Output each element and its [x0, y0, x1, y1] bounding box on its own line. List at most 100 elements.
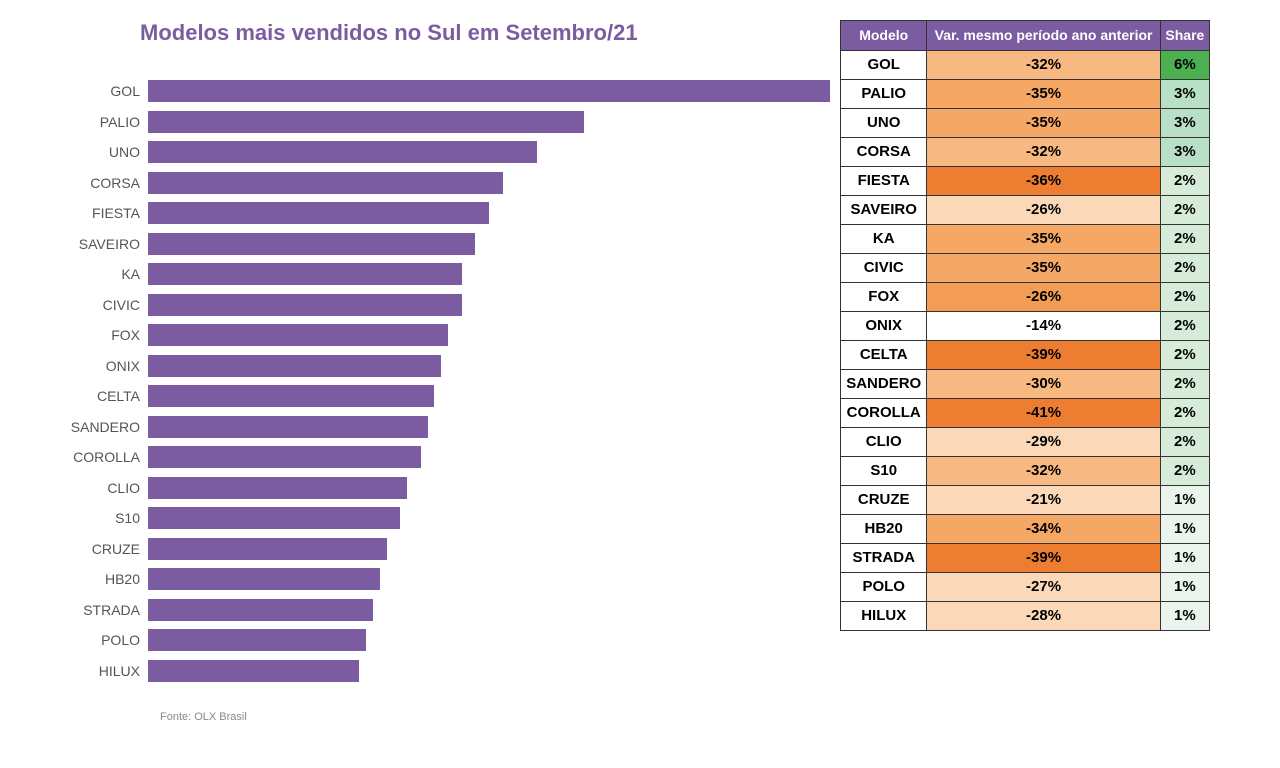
- bar-track: [148, 320, 830, 351]
- bar-track: [148, 534, 830, 565]
- bar: [148, 233, 475, 255]
- cell-model: STRADA: [841, 543, 927, 572]
- bar-row: HB20: [30, 564, 830, 595]
- table-row: CIVIC-35%2%: [841, 253, 1210, 282]
- bar-track: [148, 381, 830, 412]
- bar-label: SAVEIRO: [30, 236, 148, 252]
- bar-row: UNO: [30, 137, 830, 168]
- bar: [148, 141, 537, 163]
- cell-model: ONIX: [841, 311, 927, 340]
- bar-label: S10: [30, 510, 148, 526]
- bar-label: SANDERO: [30, 419, 148, 435]
- bar: [148, 263, 462, 285]
- bar-label: CIVIC: [30, 297, 148, 313]
- bar-label: ONIX: [30, 358, 148, 374]
- cell-share: 6%: [1160, 50, 1209, 79]
- cell-model: CORSA: [841, 137, 927, 166]
- chart-section: Modelos mais vendidos no Sul em Setembro…: [30, 20, 830, 723]
- cell-var: -32%: [927, 456, 1160, 485]
- bar-label: CRUZE: [30, 541, 148, 557]
- bar-track: [148, 473, 830, 504]
- table-row: FOX-26%2%: [841, 282, 1210, 311]
- chart-source: Fonte: OLX Brasil: [160, 711, 830, 723]
- table-row: HILUX-28%1%: [841, 601, 1210, 630]
- cell-model: SANDERO: [841, 369, 927, 398]
- bar-row: FOX: [30, 320, 830, 351]
- table-row: CELTA-39%2%: [841, 340, 1210, 369]
- table-row: SAVEIRO-26%2%: [841, 195, 1210, 224]
- cell-model: CELTA: [841, 340, 927, 369]
- bar-label: HB20: [30, 571, 148, 587]
- bar-row: PALIO: [30, 107, 830, 138]
- col-header-share: Share: [1160, 21, 1209, 51]
- bar-label: GOL: [30, 83, 148, 99]
- cell-var: -35%: [927, 79, 1160, 108]
- bar-row: CLIO: [30, 473, 830, 504]
- cell-share: 2%: [1160, 398, 1209, 427]
- cell-share: 2%: [1160, 195, 1209, 224]
- bar-label: CORSA: [30, 175, 148, 191]
- table-row: GOL-32%6%: [841, 50, 1210, 79]
- bar: [148, 202, 489, 224]
- bar-track: [148, 656, 830, 687]
- bar-label: HILUX: [30, 663, 148, 679]
- table-row: CLIO-29%2%: [841, 427, 1210, 456]
- bar-track: [148, 412, 830, 443]
- bar: [148, 416, 428, 438]
- bar-track: [148, 290, 830, 321]
- chart-title: Modelos mais vendidos no Sul em Setembro…: [140, 20, 830, 46]
- cell-model: KA: [841, 224, 927, 253]
- cell-share: 2%: [1160, 224, 1209, 253]
- bar: [148, 80, 830, 102]
- bar-row: CIVIC: [30, 290, 830, 321]
- cell-model: COROLLA: [841, 398, 927, 427]
- cell-var: -39%: [927, 340, 1160, 369]
- bar-label: UNO: [30, 144, 148, 160]
- cell-var: -14%: [927, 311, 1160, 340]
- cell-model: HILUX: [841, 601, 927, 630]
- bar-row: SAVEIRO: [30, 229, 830, 260]
- table-row: CRUZE-21%1%: [841, 485, 1210, 514]
- bar-label: PALIO: [30, 114, 148, 130]
- cell-var: -41%: [927, 398, 1160, 427]
- dashboard-container: Modelos mais vendidos no Sul em Setembro…: [0, 0, 1280, 743]
- table-row: STRADA-39%1%: [841, 543, 1210, 572]
- bar-row: FIESTA: [30, 198, 830, 229]
- bar: [148, 538, 387, 560]
- cell-share: 2%: [1160, 166, 1209, 195]
- bar-track: [148, 107, 830, 138]
- cell-share: 2%: [1160, 456, 1209, 485]
- cell-var: -32%: [927, 137, 1160, 166]
- bar-row: HILUX: [30, 656, 830, 687]
- table-row: S10-32%2%: [841, 456, 1210, 485]
- bar: [148, 111, 584, 133]
- bar-label: COROLLA: [30, 449, 148, 465]
- bar-track: [148, 503, 830, 534]
- cell-share: 3%: [1160, 79, 1209, 108]
- cell-var: -26%: [927, 195, 1160, 224]
- bar-track: [148, 168, 830, 199]
- bar: [148, 599, 373, 621]
- bar-row: GOL: [30, 76, 830, 107]
- bar-row: SANDERO: [30, 412, 830, 443]
- table-header-row: Modelo Var. mesmo período ano anterior S…: [841, 21, 1210, 51]
- data-table: Modelo Var. mesmo período ano anterior S…: [840, 20, 1210, 631]
- bar-track: [148, 442, 830, 473]
- cell-share: 1%: [1160, 485, 1209, 514]
- table-row: PALIO-35%3%: [841, 79, 1210, 108]
- cell-model: PALIO: [841, 79, 927, 108]
- bar-track: [148, 229, 830, 260]
- bar-track: [148, 137, 830, 168]
- bar: [148, 568, 380, 590]
- cell-share: 2%: [1160, 282, 1209, 311]
- cell-var: -35%: [927, 224, 1160, 253]
- bar-label: STRADA: [30, 602, 148, 618]
- cell-var: -28%: [927, 601, 1160, 630]
- cell-share: 3%: [1160, 108, 1209, 137]
- cell-model: UNO: [841, 108, 927, 137]
- table-row: FIESTA-36%2%: [841, 166, 1210, 195]
- bar: [148, 294, 462, 316]
- col-header-var: Var. mesmo período ano anterior: [927, 21, 1160, 51]
- cell-var: -30%: [927, 369, 1160, 398]
- bar-row: POLO: [30, 625, 830, 656]
